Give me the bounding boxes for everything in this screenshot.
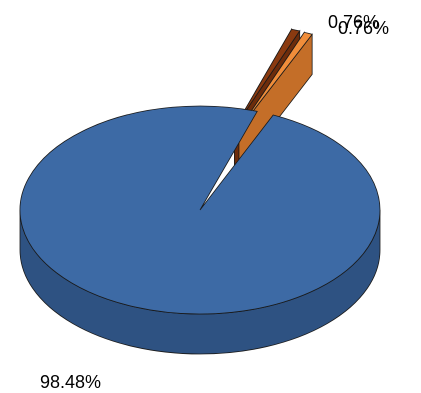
pie-slices <box>19 27 381 355</box>
pie-slice-2 <box>238 31 313 130</box>
slice-label-main: 98.48% <box>40 372 101 392</box>
slice-label-small-1: 0.76% <box>328 12 379 32</box>
slice-label-small-2: 0.76% <box>338 18 389 38</box>
pie-slice-1 <box>234 28 301 129</box>
pie-slice-0 <box>19 105 381 315</box>
